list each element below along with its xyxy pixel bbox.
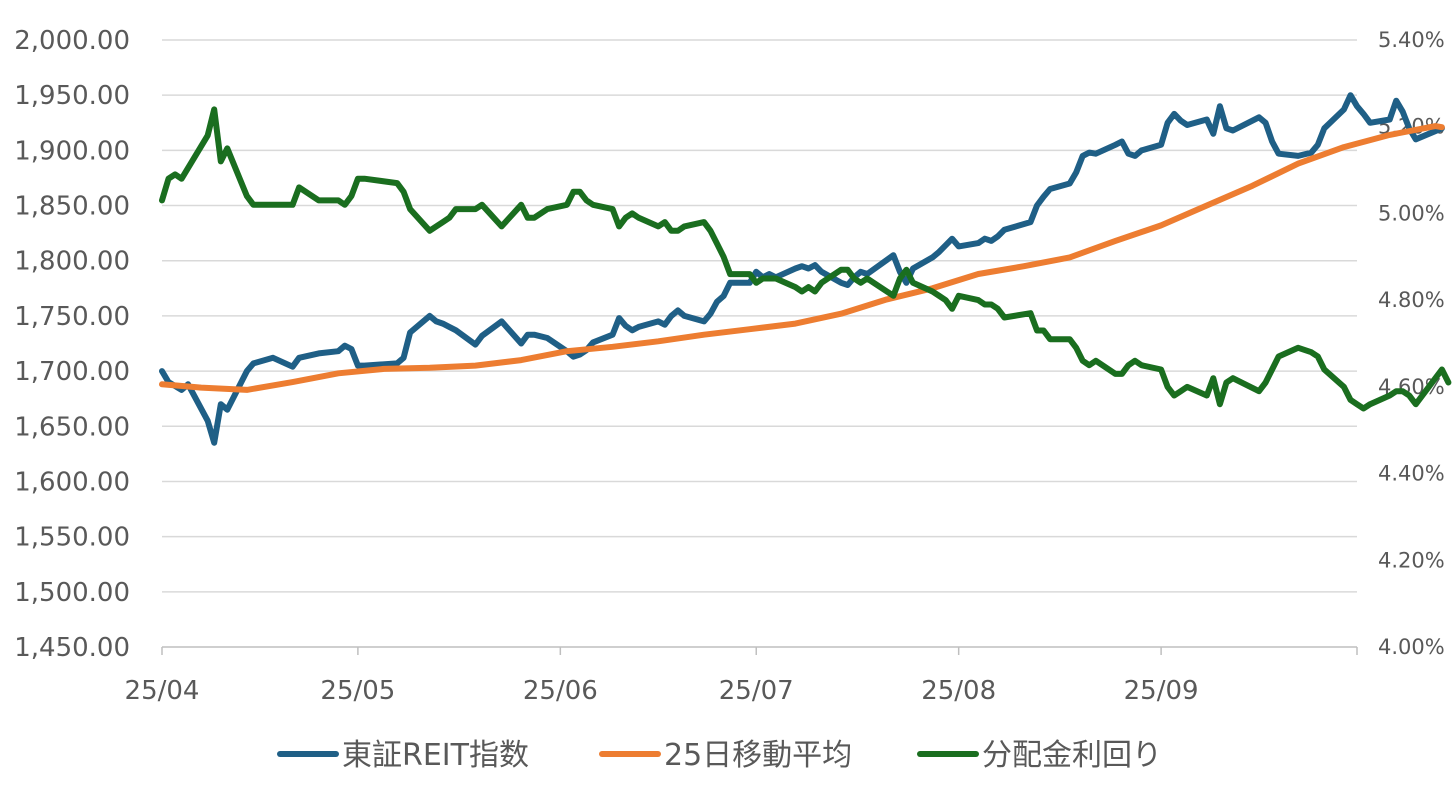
left-y-tick-label: 1,950.00 <box>14 81 130 111</box>
legend-label: 東証REIT指数 <box>342 738 529 773</box>
x-axis-tick-labels: 25/04 25/05 25/06 25/07 25/08 25/09 <box>125 676 1199 706</box>
right-y-tick-label: 5.40% <box>1378 28 1445 52</box>
left-y-tick-label: 1,500.00 <box>14 578 130 608</box>
right-y-tick-label: 4.00% <box>1378 635 1445 659</box>
left-y-tick-label: 1,800.00 <box>14 247 130 277</box>
right-y-tick-label: 4.20% <box>1378 548 1445 572</box>
x-tick-label: 25/07 <box>719 676 794 706</box>
right-y-tick-label: 5.00% <box>1378 201 1445 225</box>
legend-label: 分配金利回り <box>982 738 1162 773</box>
x-tick-label: 25/09 <box>1124 676 1199 706</box>
x-tick-label: 25/05 <box>320 676 395 706</box>
left-y-tick-label: 1,750.00 <box>14 302 130 332</box>
left-y-tick-label: 2,000.00 <box>14 26 130 56</box>
series-line-2 <box>159 123 1445 393</box>
left-y-tick-label: 1,700.00 <box>14 357 130 387</box>
right-y-tick-label: 4.40% <box>1378 462 1445 486</box>
legend: 東証REIT指数 25日移動平均 分配金利回り <box>277 738 1162 773</box>
left-y-tick-label: 1,600.00 <box>14 467 130 497</box>
series-line-1 <box>159 92 1445 446</box>
series-line-3 <box>159 106 1452 412</box>
left-y-tick-label: 1,550.00 <box>14 523 130 553</box>
x-tick-label: 25/04 <box>125 676 200 706</box>
legend-label: 25日移動平均 <box>664 738 852 773</box>
left-y-tick-label: 1,450.00 <box>14 633 130 663</box>
right-y-tick-label: 4.80% <box>1378 288 1445 312</box>
left-y-tick-label: 1,650.00 <box>14 412 130 442</box>
x-tick-label: 25/08 <box>921 676 996 706</box>
left-y-tick-label: 1,900.00 <box>14 136 130 166</box>
left-y-axis-tick-labels: 2,000.00 1,950.00 1,900.00 1,850.00 1,800.00… <box>14 26 130 663</box>
gridlines <box>161 39 1358 655</box>
x-tick-label: 25/06 <box>523 676 598 706</box>
series-lines <box>159 92 1452 446</box>
left-y-tick-label: 1,850.00 <box>14 192 130 222</box>
